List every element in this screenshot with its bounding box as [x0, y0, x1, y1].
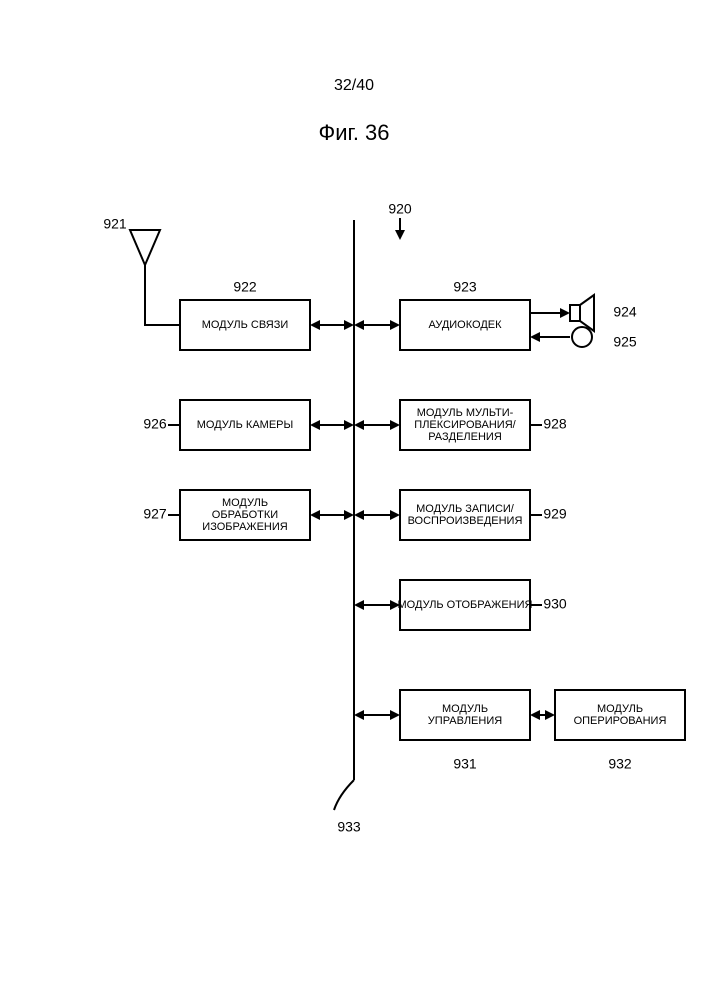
svg-text:МОДУЛЬ: МОДУЛЬ: [442, 703, 488, 715]
svg-text:929: 929: [543, 506, 567, 522]
svg-text:УПРАВЛЕНИЯ: УПРАВЛЕНИЯ: [428, 715, 502, 727]
svg-text:921: 921: [103, 216, 127, 232]
svg-text:МОДУЛЬ ОТОБРАЖЕНИЯ: МОДУЛЬ ОТОБРАЖЕНИЯ: [398, 599, 533, 611]
svg-text:923: 923: [453, 279, 477, 295]
svg-text:ПЛЕКСИРОВАНИЯ/: ПЛЕКСИРОВАНИЯ/: [414, 419, 516, 431]
svg-text:МОДУЛЬ: МОДУЛЬ: [222, 497, 268, 509]
svg-text:МОДУЛЬ: МОДУЛЬ: [597, 703, 643, 715]
svg-text:928: 928: [543, 416, 567, 432]
svg-text:Фиг. 36: Фиг. 36: [318, 120, 389, 145]
svg-text:ВОСПРОИЗВЕДЕНИЯ: ВОСПРОИЗВЕДЕНИЯ: [408, 515, 523, 527]
svg-text:922: 922: [233, 279, 257, 295]
svg-text:920: 920: [388, 201, 412, 217]
svg-text:933: 933: [337, 819, 361, 835]
svg-text:930: 930: [543, 596, 567, 612]
svg-text:ОПЕРИРОВАНИЯ: ОПЕРИРОВАНИЯ: [574, 715, 667, 727]
svg-text:МОДУЛЬ МУЛЬТИ-: МОДУЛЬ МУЛЬТИ-: [417, 407, 514, 419]
svg-text:АУДИОКОДЕК: АУДИОКОДЕК: [428, 319, 502, 331]
figure-36-block-diagram: 32/40 Фиг. 36 920 933 МОДУЛЬ СВЯЗИ 922 АУДИОКО…: [0, 0, 707, 1000]
svg-text:32/40: 32/40: [334, 77, 374, 94]
svg-text:МОДУЛЬ ЗАПИСИ/: МОДУЛЬ ЗАПИСИ/: [416, 503, 515, 515]
svg-text:924: 924: [613, 304, 637, 320]
svg-text:932: 932: [608, 756, 632, 772]
svg-text:931: 931: [453, 756, 477, 772]
svg-text:МОДУЛЬ КАМЕРЫ: МОДУЛЬ КАМЕРЫ: [197, 419, 294, 431]
svg-text:ОБРАБОТКИ: ОБРАБОТКИ: [212, 509, 278, 521]
svg-text:РАЗДЕЛЕНИЯ: РАЗДЕЛЕНИЯ: [428, 431, 502, 443]
svg-text:ИЗОБРАЖЕНИЯ: ИЗОБРАЖЕНИЯ: [202, 521, 287, 533]
svg-text:927: 927: [143, 506, 167, 522]
svg-text:МОДУЛЬ СВЯЗИ: МОДУЛЬ СВЯЗИ: [202, 319, 289, 331]
svg-text:925: 925: [613, 334, 637, 350]
svg-text:926: 926: [143, 416, 167, 432]
